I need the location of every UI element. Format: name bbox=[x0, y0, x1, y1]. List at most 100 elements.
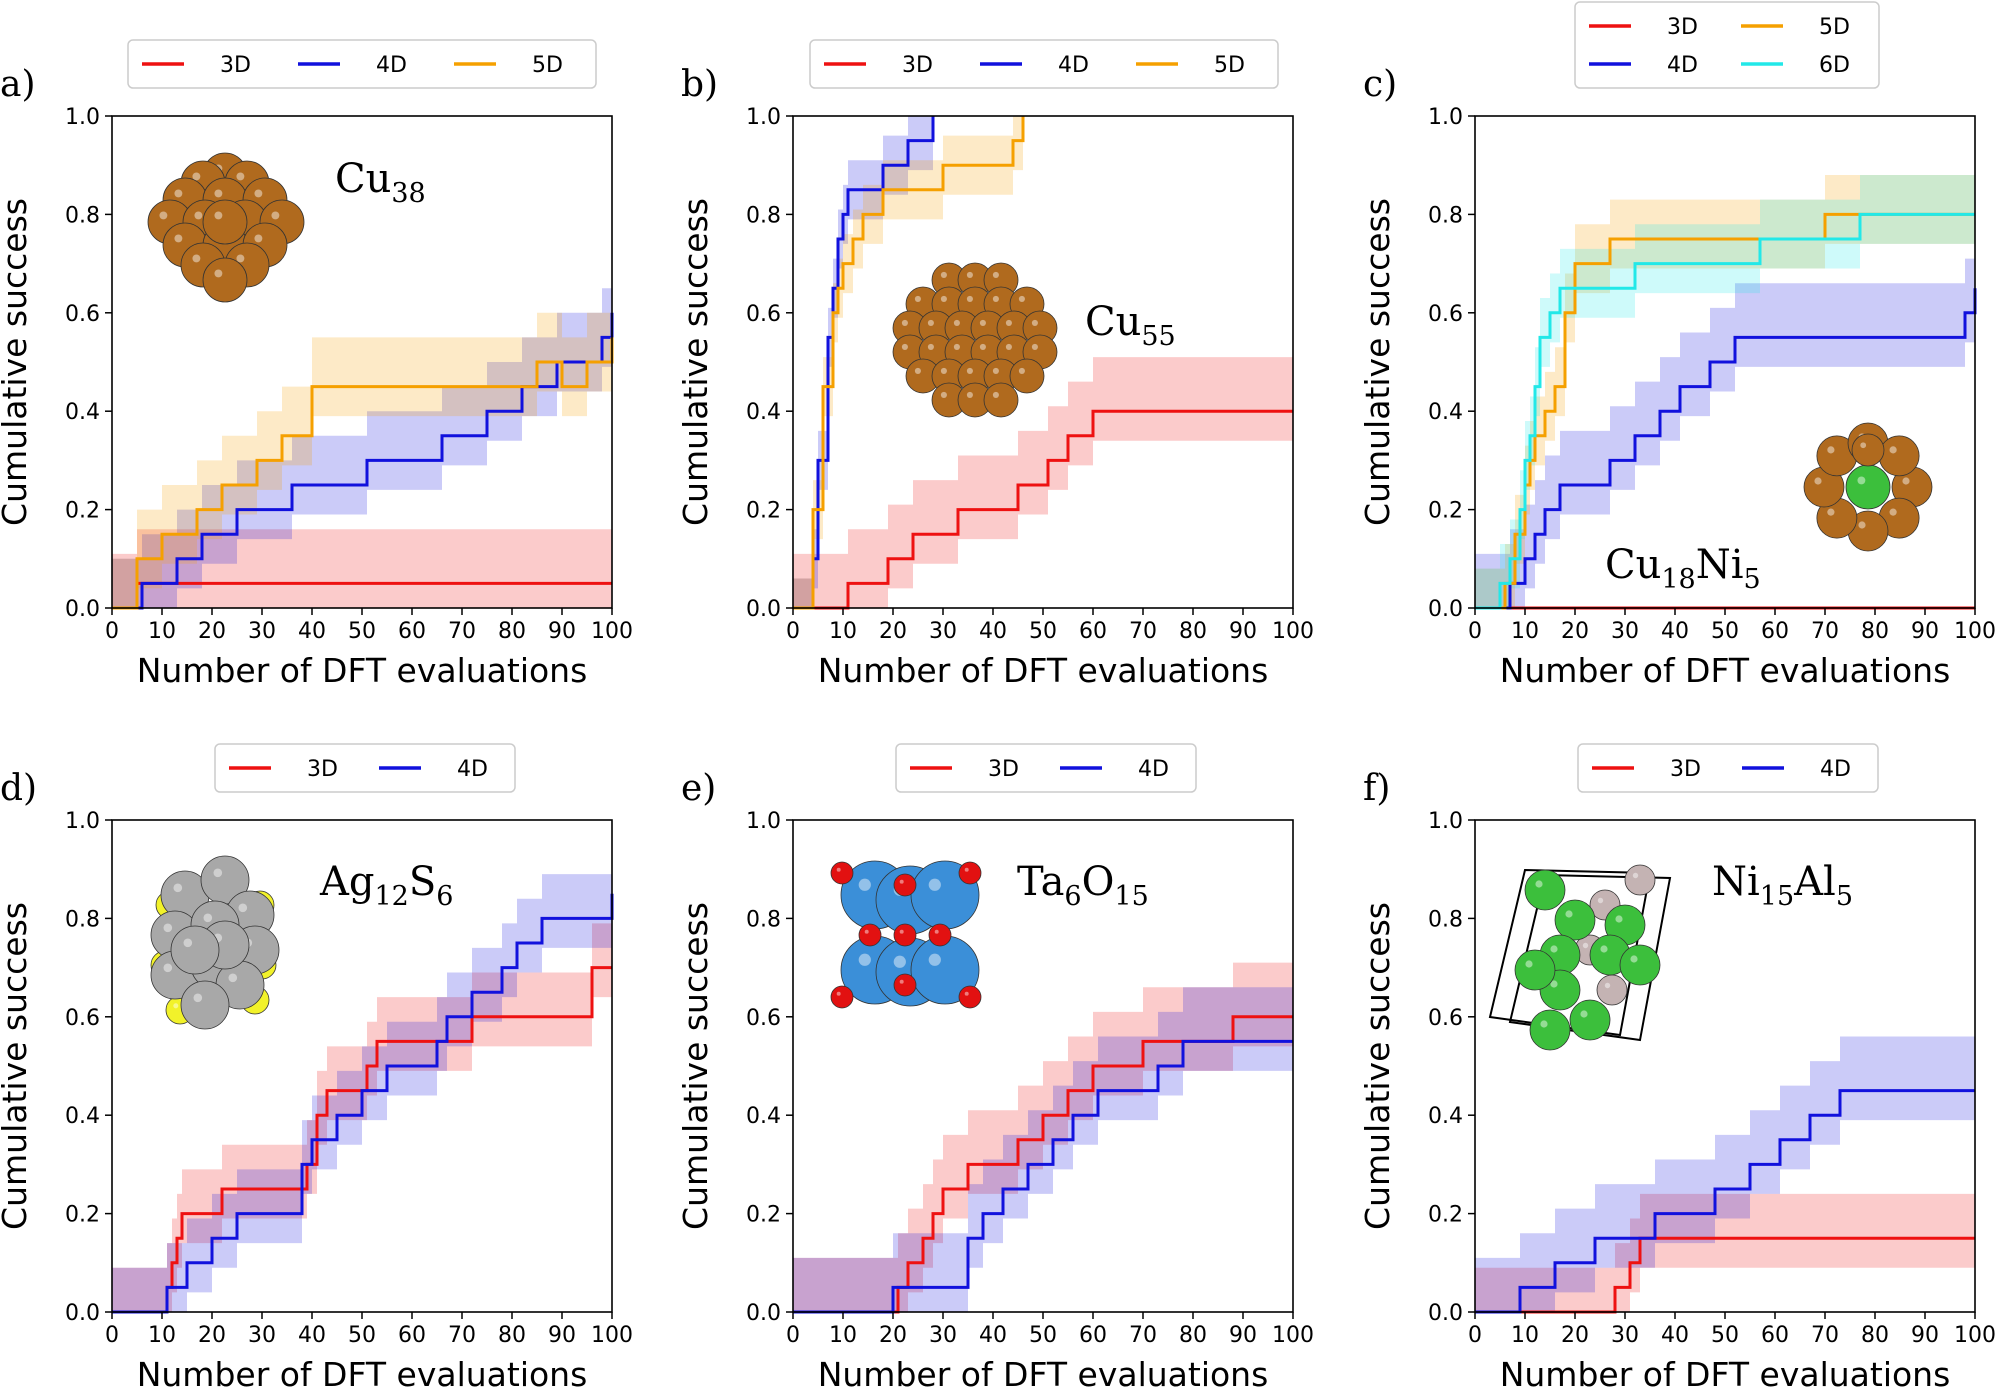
x-tick-label: 30 bbox=[248, 1323, 276, 1348]
x-tick-label: 70 bbox=[1129, 1323, 1157, 1348]
y-tick-label: 0.6 bbox=[65, 302, 100, 327]
y-tick-label: 0.0 bbox=[746, 1301, 781, 1326]
x-tick-label: 70 bbox=[448, 619, 476, 644]
panel-c: 0 10 20 30 40 50 60 70 80 90 100 0.0 0.2 0.4 0.6 0.8 1.0… bbox=[1358, 1, 1996, 690]
y-tick-label: 1.0 bbox=[746, 105, 781, 130]
y-tick-label: 0.2 bbox=[746, 499, 781, 524]
panel-label: f) bbox=[1363, 768, 1390, 809]
x-tick-label: 40 bbox=[979, 619, 1007, 644]
panel-b: 0 10 20 30 40 50 60 70 80 90 100 0.0 0.2 0.4 0.6 0.8 1.0… bbox=[676, 39, 1314, 690]
x-tick-label: 50 bbox=[1029, 619, 1057, 644]
legend: 3D 4D bbox=[214, 743, 516, 793]
legend-label-3D: 3D bbox=[988, 757, 1019, 782]
y-tick-label: 0.4 bbox=[746, 1104, 781, 1129]
atom bbox=[958, 861, 982, 885]
x-tick-label: 70 bbox=[448, 1323, 476, 1348]
band-4D bbox=[1475, 234, 1975, 608]
x-tick-label: 60 bbox=[1079, 619, 1107, 644]
y-tick-label: 1.0 bbox=[65, 809, 100, 834]
band-3D bbox=[1475, 1193, 1975, 1312]
legend-label-4D: 4D bbox=[457, 757, 488, 782]
y-tick-label: 0.2 bbox=[65, 499, 100, 524]
x-tick-label: 0 bbox=[1468, 1323, 1482, 1348]
atom bbox=[958, 985, 982, 1009]
y-tick-label: 0.0 bbox=[746, 597, 781, 622]
legend-label-5D: 5D bbox=[1214, 53, 1245, 78]
structure-formula: Ni15Al5 bbox=[1712, 859, 1853, 912]
atom bbox=[170, 925, 220, 975]
y-tick-label: 0.0 bbox=[65, 597, 100, 622]
band-5D bbox=[793, 116, 1023, 608]
atom bbox=[983, 382, 1019, 418]
series-line-4D bbox=[793, 1039, 1293, 1314]
panel-label: c) bbox=[1363, 64, 1397, 105]
atom bbox=[1851, 433, 1885, 467]
atom bbox=[1569, 999, 1611, 1041]
x-tick-label: 100 bbox=[1272, 619, 1314, 644]
x-tick-label: 40 bbox=[1661, 1323, 1689, 1348]
atom bbox=[1845, 464, 1891, 510]
legend-label-5D: 5D bbox=[532, 53, 563, 78]
atom bbox=[1596, 974, 1628, 1006]
x-tick-label: 0 bbox=[105, 619, 119, 644]
x-tick-label: 20 bbox=[879, 619, 907, 644]
molecule-ta6o15-image bbox=[830, 860, 982, 1009]
y-tick-label: 0.0 bbox=[1428, 1301, 1463, 1326]
y-tick-label: 0.8 bbox=[746, 203, 781, 228]
x-tick-label: 50 bbox=[1711, 1323, 1739, 1348]
x-tick-label: 70 bbox=[1811, 1323, 1839, 1348]
atom bbox=[893, 923, 917, 947]
x-tick-label: 90 bbox=[1229, 1323, 1257, 1348]
x-tick-label: 50 bbox=[348, 619, 376, 644]
x-tick-label: 10 bbox=[1511, 1323, 1539, 1348]
series-line-4D bbox=[112, 893, 614, 1314]
x-tick-label: 90 bbox=[1911, 619, 1939, 644]
x-axis-label: Number of DFT evaluations bbox=[1500, 1355, 1951, 1394]
atom bbox=[858, 923, 882, 947]
y-tick-label: 1.0 bbox=[746, 809, 781, 834]
x-tick-label: 40 bbox=[298, 619, 326, 644]
band-5D bbox=[112, 288, 612, 608]
y-tick-label: 0.6 bbox=[746, 1006, 781, 1031]
y-tick-label: 0.4 bbox=[1428, 400, 1463, 425]
x-axis-label: Number of DFT evaluations bbox=[818, 651, 1269, 690]
x-tick-label: 100 bbox=[1954, 1323, 1996, 1348]
legend: 3D 4D 5D bbox=[809, 39, 1279, 89]
band-3D bbox=[112, 529, 612, 608]
legend-label-3D: 3D bbox=[1667, 15, 1698, 40]
structure-formula: Cu55 bbox=[1085, 299, 1176, 352]
x-tick-label: 40 bbox=[298, 1323, 326, 1348]
atom bbox=[1554, 899, 1596, 941]
y-axis-label: Cumulative success bbox=[676, 198, 715, 526]
molecule-ni15al5-image bbox=[1488, 864, 1672, 1051]
atom bbox=[830, 985, 854, 1009]
y-tick-label: 0.2 bbox=[746, 1203, 781, 1228]
legend-label-4D: 4D bbox=[1058, 53, 1089, 78]
y-tick-label: 0.2 bbox=[1428, 1203, 1463, 1228]
x-tick-label: 80 bbox=[1861, 619, 1889, 644]
y-tick-label: 0.8 bbox=[746, 907, 781, 932]
x-tick-label: 80 bbox=[498, 619, 526, 644]
x-tick-label: 90 bbox=[1911, 1323, 1939, 1348]
x-tick-label: 20 bbox=[1561, 1323, 1589, 1348]
atom bbox=[1524, 869, 1566, 911]
legend: 3D 4D bbox=[1577, 743, 1879, 793]
panel-label: a) bbox=[0, 64, 36, 105]
atom bbox=[202, 257, 248, 303]
panel-label: b) bbox=[681, 64, 718, 105]
x-tick-label: 90 bbox=[1229, 619, 1257, 644]
x-tick-label: 60 bbox=[1761, 619, 1789, 644]
x-tick-label: 20 bbox=[1561, 619, 1589, 644]
x-tick-label: 20 bbox=[198, 619, 226, 644]
x-tick-label: 20 bbox=[879, 1323, 907, 1348]
x-tick-label: 90 bbox=[548, 1323, 576, 1348]
y-tick-label: 0.6 bbox=[1428, 1006, 1463, 1031]
x-tick-label: 0 bbox=[1468, 619, 1482, 644]
series-line-4D bbox=[1475, 1089, 1975, 1314]
panel-label: d) bbox=[0, 768, 37, 809]
band-4D bbox=[112, 849, 612, 1312]
x-tick-label: 30 bbox=[248, 619, 276, 644]
molecule-cu55-image bbox=[892, 262, 1058, 418]
x-tick-label: 10 bbox=[829, 1323, 857, 1348]
legend-label-4D: 4D bbox=[1138, 757, 1169, 782]
